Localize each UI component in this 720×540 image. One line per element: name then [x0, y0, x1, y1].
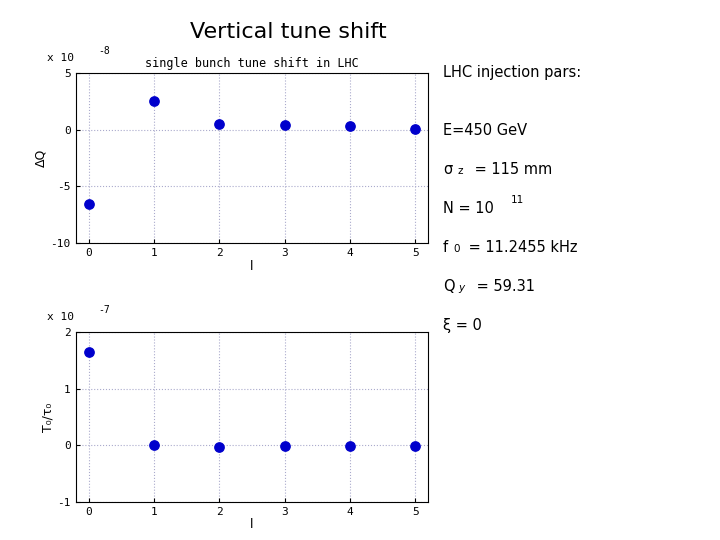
Point: [214, 120, 225, 129]
Text: x 10: x 10: [48, 312, 74, 322]
X-axis label: l: l: [251, 518, 253, 531]
Point: [410, 441, 421, 450]
Text: f: f: [443, 240, 448, 255]
Text: N = 10: N = 10: [443, 201, 494, 216]
X-axis label: l: l: [251, 260, 253, 273]
Text: ξ = 0: ξ = 0: [443, 318, 482, 333]
Text: LHC injection pars:: LHC injection pars:: [443, 65, 581, 80]
Point: [344, 441, 356, 450]
Text: y: y: [459, 283, 465, 293]
Text: = 11.2455 kHz: = 11.2455 kHz: [464, 240, 578, 255]
Text: x 10: x 10: [48, 53, 74, 63]
Point: [214, 442, 225, 451]
Point: [83, 199, 94, 208]
Text: 11: 11: [510, 195, 523, 206]
Y-axis label: T₀/τ₀: T₀/τ₀: [42, 402, 55, 431]
Point: [344, 122, 356, 131]
Text: Vertical tune shift: Vertical tune shift: [189, 22, 387, 42]
Point: [148, 97, 160, 106]
Text: = 115 mm: = 115 mm: [470, 162, 552, 177]
Y-axis label: ΔQ: ΔQ: [35, 149, 48, 167]
Text: z: z: [457, 166, 463, 177]
Text: E=450 GeV: E=450 GeV: [443, 123, 527, 138]
Text: = 59.31: = 59.31: [472, 279, 534, 294]
Title: single bunch tune shift in LHC: single bunch tune shift in LHC: [145, 57, 359, 70]
Point: [83, 347, 94, 356]
Text: -7: -7: [99, 305, 110, 315]
Text: Q: Q: [443, 279, 454, 294]
Text: 0: 0: [453, 244, 459, 254]
Text: σ: σ: [443, 162, 452, 177]
Point: [148, 441, 160, 450]
Point: [279, 121, 290, 130]
Point: [279, 442, 290, 450]
Text: -8: -8: [99, 46, 110, 56]
Point: [410, 124, 421, 133]
